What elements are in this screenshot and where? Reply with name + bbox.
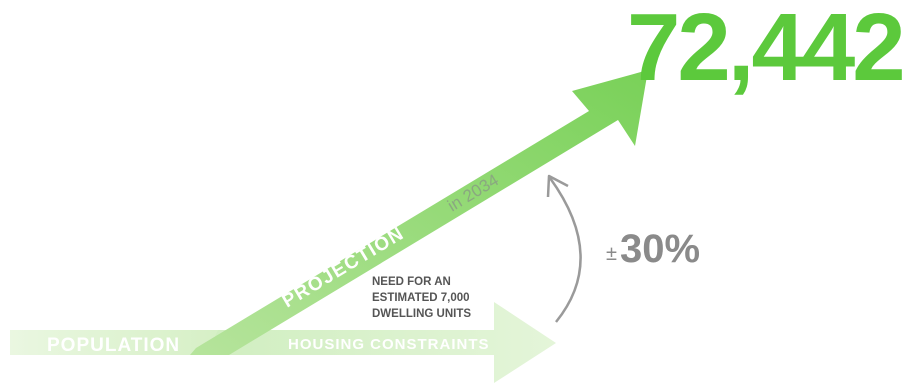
need-note-line-1: NEED FOR AN: [372, 276, 451, 288]
population-projection-value: 72,442: [627, 0, 903, 101]
projection-arrow: [190, 70, 648, 355]
change-sign: ±: [606, 243, 617, 265]
change-value: 30%: [620, 227, 700, 271]
increase-curve-arrowhead: [546, 174, 569, 198]
increase-curve-arrow: [548, 177, 582, 323]
housing-constraints-label: HOUSING CONSTRAINTS: [288, 336, 490, 353]
need-note-line-2: ESTIMATED 7,000: [372, 292, 470, 304]
need-note-line-3: DWELLING UNITS: [372, 308, 471, 320]
housing-constraints-arrow: [206, 302, 556, 383]
population-label: POPULATION: [47, 335, 180, 356]
population-band: [10, 330, 240, 355]
